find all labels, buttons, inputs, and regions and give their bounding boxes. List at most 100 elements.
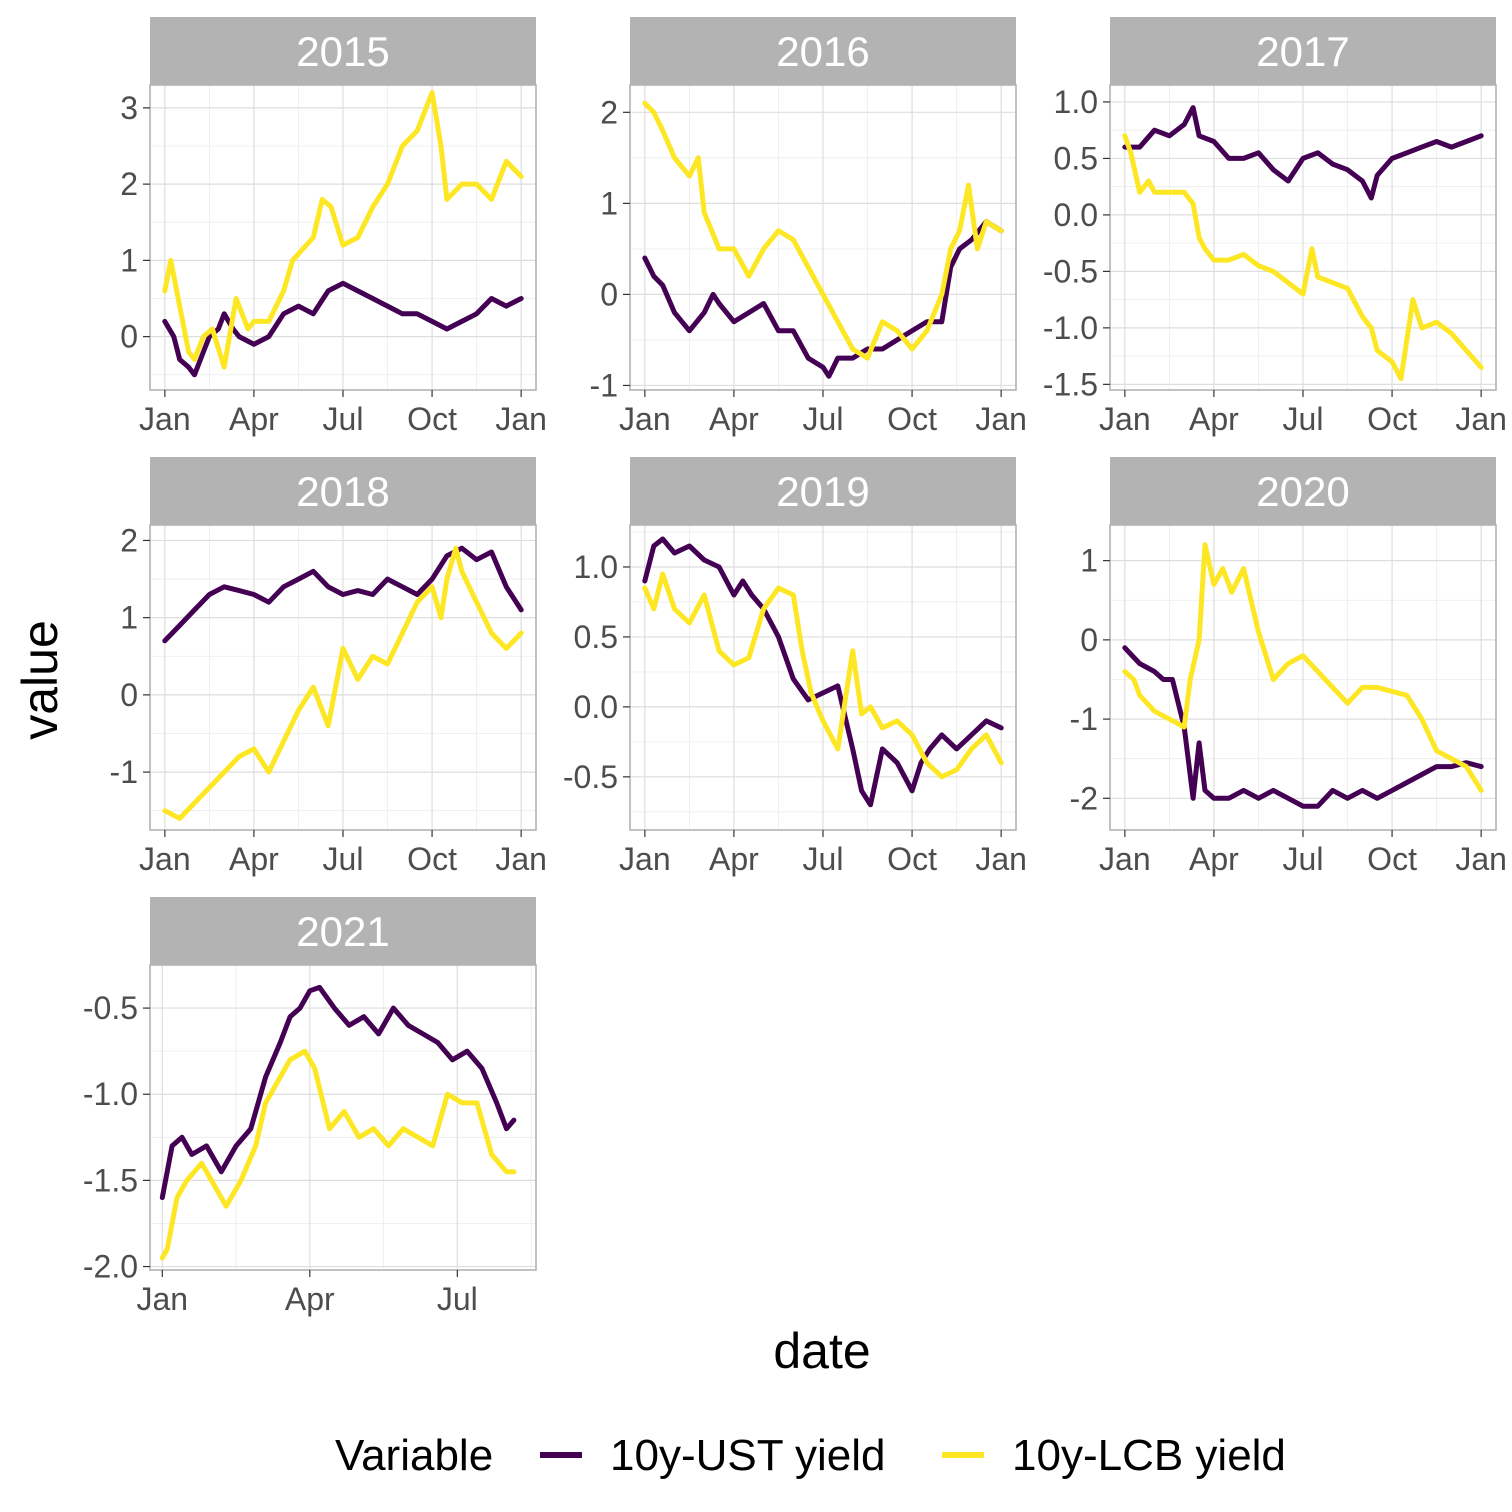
legend: Variable 10y-UST yield 10y-LCB yield [335, 1431, 1286, 1480]
y-tick-label: 0.0 [574, 689, 618, 725]
facet-panel-2021: 2021 Jan Apr Jul -0.5 -1.0 -1.5 -2.0 [83, 897, 537, 1317]
y-tick-label: -0.5 [563, 759, 618, 795]
x-tick-label: Jan [139, 841, 191, 877]
x-tick-label: Jan [1455, 401, 1507, 437]
y-tick-label: -2.0 [83, 1249, 138, 1285]
series-line-10y-ust-yield [1122, 645, 1484, 809]
series-group [1122, 542, 1484, 809]
y-tick-label: 1 [120, 242, 138, 278]
y-tick-label: 2 [120, 166, 138, 202]
facet-strip [150, 17, 536, 85]
x-tick-label: Jan [975, 401, 1027, 437]
y-tick-label: 0.5 [1054, 140, 1098, 176]
series-group [642, 536, 1004, 808]
series-line-10y-ust-yield [1122, 105, 1484, 201]
series-line-10y-ust-yield [162, 545, 524, 644]
facet-panel-2019: 2019 Jan Apr Jul Oct Jan 1.0 0.5 0.0 -0.5 [563, 457, 1027, 877]
series-line-10y-lcb-yield [642, 571, 1004, 780]
x-axis-title: date [773, 1323, 870, 1379]
x-tick-label: Jul [323, 841, 364, 877]
y-tick-label: -1 [1070, 701, 1098, 737]
series-line-10y-ust-yield [159, 984, 517, 1201]
x-tick-label: Jul [323, 401, 364, 437]
y-tick-label: 3 [120, 90, 138, 126]
series-line-10y-ust-yield [162, 280, 524, 378]
x-tick-label: Jan [495, 841, 547, 877]
series-group [642, 100, 1004, 379]
x-tick-label: Oct [887, 841, 937, 877]
y-tick-label: 0.0 [1054, 197, 1098, 233]
y-tick-label: 0.5 [574, 619, 618, 655]
x-tick-label: Apr [285, 1281, 335, 1317]
panel-border [149, 964, 537, 1271]
series-group [1122, 105, 1484, 382]
x-tick-label: Jan [495, 401, 547, 437]
y-tick-label: 1.0 [574, 549, 618, 585]
y-tick-label: -2 [1070, 780, 1098, 816]
y-tick-label: -1 [110, 754, 138, 790]
facet-grid: 2015 Jan Apr Jul Oct Jan 0 1 2 3 2016 Jan Apr Jul Oct J… [83, 17, 1507, 1317]
y-tick-label: -1.5 [83, 1162, 138, 1198]
gridlines [630, 525, 1016, 830]
y-tick-label: 2 [120, 522, 138, 558]
y-tick-label: 2 [600, 94, 618, 130]
facet-strip-label: 2016 [776, 28, 869, 75]
gridlines [150, 525, 536, 830]
facet-strip [630, 17, 1016, 85]
x-tick-label: Apr [1189, 841, 1239, 877]
x-tick-label: Jan [136, 1281, 188, 1317]
x-tick-label: Jul [803, 401, 844, 437]
y-tick-label: 0 [120, 319, 138, 355]
series-line-10y-ust-yield [642, 219, 1004, 379]
x-tick-label: Apr [709, 841, 759, 877]
facet-strip-label: 2018 [296, 468, 389, 515]
series-group [162, 90, 524, 378]
y-tick-label: -1.0 [1043, 310, 1098, 346]
y-tick-label: -1 [590, 367, 618, 403]
legend-title: Variable [335, 1431, 493, 1480]
y-tick-label: -1.5 [1043, 366, 1098, 402]
facet-strip-label: 2015 [296, 28, 389, 75]
x-tick-label: Jan [1099, 841, 1151, 877]
series-line-10y-lcb-yield [1122, 542, 1484, 793]
x-tick-label: Jul [437, 1281, 478, 1317]
gridlines [1110, 85, 1496, 390]
x-tick-label: Jan [1455, 841, 1507, 877]
y-tick-label: 1 [120, 600, 138, 636]
series-group [162, 545, 524, 821]
series-line-10y-lcb-yield [642, 100, 1004, 361]
series-line-10y-lcb-yield [162, 545, 524, 821]
y-tick-label: 1 [600, 185, 618, 221]
y-tick-label: -0.5 [1043, 253, 1098, 289]
facet-strip-label: 2017 [1256, 28, 1349, 75]
x-tick-label: Jul [1283, 841, 1324, 877]
facet-panel-2018: 2018 Jan Apr Jul Oct Jan 2 1 0 -1 [110, 457, 547, 877]
facet-strip-label: 2019 [776, 468, 869, 515]
facet-strip [1110, 457, 1496, 525]
x-tick-label: Apr [709, 401, 759, 437]
legend-label-lcb: 10y-LCB yield [1012, 1431, 1286, 1480]
facet-strip [630, 457, 1016, 525]
legend-label-ust: 10y-UST yield [610, 1431, 886, 1480]
x-tick-label: Oct [407, 841, 457, 877]
facet-strip [1110, 17, 1496, 85]
x-tick-label: Oct [887, 401, 937, 437]
facet-panel-2017: 2017 Jan Apr Jul Oct Jan 1.0 0.5 0.0 -0.5 -1.0 -1.5 [1043, 17, 1507, 437]
x-tick-label: Jan [1099, 401, 1151, 437]
y-tick-label: -0.5 [83, 990, 138, 1026]
series-line-10y-lcb-yield [159, 1048, 517, 1261]
y-tick-label: 0 [1080, 622, 1098, 658]
series-line-10y-ust-yield [642, 536, 1004, 808]
x-tick-label: Jan [139, 401, 191, 437]
y-tick-label: 0 [120, 677, 138, 713]
x-tick-label: Apr [229, 401, 279, 437]
y-tick-label: 0 [600, 276, 618, 312]
x-tick-label: Jan [619, 401, 671, 437]
y-tick-label: -1.0 [83, 1076, 138, 1112]
series-line-10y-lcb-yield [162, 90, 524, 370]
x-tick-label: Oct [1367, 401, 1417, 437]
series-line-10y-lcb-yield [1122, 133, 1484, 382]
series-group [159, 984, 517, 1261]
facet-strip [150, 897, 536, 965]
